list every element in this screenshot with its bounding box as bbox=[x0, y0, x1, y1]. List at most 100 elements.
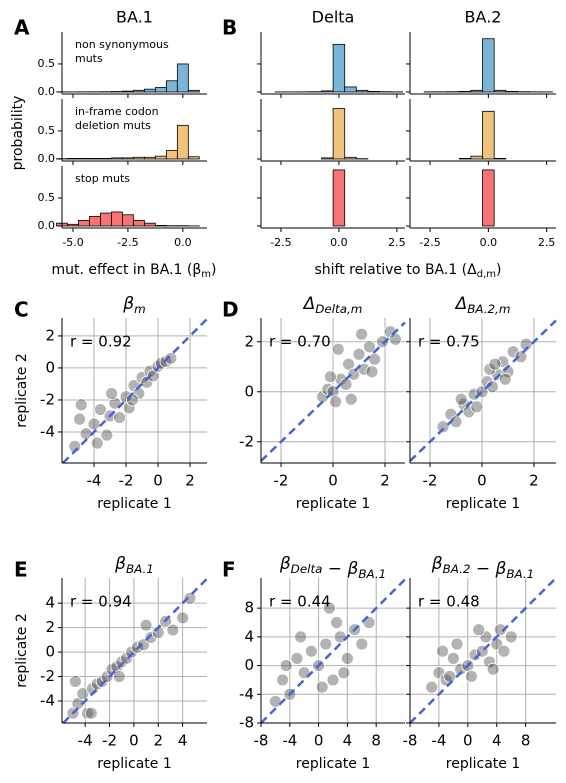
title-sub: BA.1 bbox=[126, 562, 154, 576]
annotation: non synonymous bbox=[75, 38, 169, 51]
y-tick-label: 0.5 bbox=[38, 57, 56, 70]
chart-title: BA.1 bbox=[116, 8, 153, 27]
title-text: β bbox=[114, 554, 126, 574]
x-tick-label: -4 bbox=[282, 732, 297, 750]
bar bbox=[78, 219, 90, 227]
title-sub: BA.1 bbox=[506, 567, 534, 581]
panel-letter: C bbox=[14, 298, 29, 322]
title-sub: Delta bbox=[291, 562, 323, 576]
point bbox=[329, 395, 342, 409]
point bbox=[342, 357, 355, 371]
x-tick-label: -2 bbox=[102, 732, 117, 750]
point bbox=[105, 387, 119, 400]
point bbox=[304, 644, 318, 658]
diagonal bbox=[409, 577, 557, 724]
bar bbox=[154, 225, 167, 227]
x-axis-label: replicate 1 bbox=[446, 756, 520, 772]
bar bbox=[321, 90, 334, 93]
point bbox=[368, 352, 381, 366]
x-tick-label: 8 bbox=[521, 732, 531, 750]
bar bbox=[154, 155, 167, 160]
point bbox=[436, 644, 449, 658]
point bbox=[362, 340, 376, 354]
x-tick-label: 0 bbox=[314, 732, 324, 750]
title-text: β bbox=[495, 559, 507, 579]
y-tick-label: -4 bbox=[239, 685, 254, 703]
y-tick-label: 0 bbox=[244, 656, 254, 674]
annotation: muts bbox=[75, 52, 103, 65]
bar bbox=[111, 157, 123, 160]
annotation: r = 0.75 bbox=[418, 333, 480, 351]
y-tick-label: 0.0 bbox=[38, 219, 56, 232]
bar bbox=[367, 91, 380, 93]
point bbox=[74, 398, 88, 412]
y-tick-label: 0.0 bbox=[38, 152, 56, 165]
y-tick-label: 0.5 bbox=[38, 191, 56, 204]
point bbox=[87, 417, 101, 431]
x-axis-label: mut. effect in BA.1 (βm) bbox=[52, 262, 217, 280]
y-tick-label: 0 bbox=[45, 643, 55, 661]
x-axis-label: replicate 1 bbox=[446, 496, 520, 512]
x-tick-label: -2.5 bbox=[117, 236, 138, 249]
bar bbox=[458, 158, 472, 160]
x-tick-label: -8 bbox=[254, 732, 269, 750]
point bbox=[315, 680, 329, 694]
point bbox=[164, 351, 178, 365]
bar bbox=[493, 158, 507, 160]
bar bbox=[187, 156, 200, 160]
x-tick-label: 2.5 bbox=[388, 236, 406, 249]
point bbox=[340, 651, 354, 665]
x-tick-label: 2 bbox=[153, 732, 163, 750]
bar bbox=[67, 158, 79, 160]
bar bbox=[176, 124, 189, 160]
panel-letter: A bbox=[14, 16, 30, 40]
point bbox=[443, 669, 457, 683]
y-tick-label: -4 bbox=[40, 691, 55, 709]
x-tick-label: -4 bbox=[431, 732, 446, 750]
bar bbox=[89, 216, 101, 227]
bar bbox=[321, 157, 334, 160]
chart-title: ΔDelta,m bbox=[302, 294, 363, 316]
point bbox=[454, 662, 467, 676]
point bbox=[465, 669, 478, 683]
x-tick-label: 0.0 bbox=[480, 236, 498, 249]
bar bbox=[143, 222, 156, 227]
diagonal bbox=[409, 319, 557, 462]
annotation: in-frame codon bbox=[75, 105, 159, 118]
point bbox=[337, 666, 351, 680]
point bbox=[113, 411, 127, 424]
point bbox=[483, 655, 496, 669]
title-text: β bbox=[279, 554, 291, 574]
title-text: − bbox=[470, 559, 495, 579]
point bbox=[183, 591, 197, 605]
chart-title: ΔBA.2,m bbox=[454, 294, 511, 316]
bar bbox=[176, 63, 189, 93]
point bbox=[355, 637, 369, 651]
chart-title: βBA.2 − βBA.1 bbox=[431, 554, 535, 581]
point bbox=[504, 630, 518, 644]
point bbox=[81, 706, 94, 720]
title-text: Δ bbox=[454, 294, 468, 314]
point bbox=[347, 367, 361, 381]
y-tick-label: 4 bbox=[244, 627, 254, 645]
bar bbox=[78, 158, 90, 160]
point bbox=[331, 342, 345, 356]
bar bbox=[344, 86, 357, 93]
x-tick-label: -2.5 bbox=[419, 236, 440, 249]
y-tick-label: 2 bbox=[45, 618, 55, 636]
annotation: r = 0.92 bbox=[70, 333, 132, 351]
point bbox=[375, 335, 389, 349]
x-tick-label: 4 bbox=[492, 732, 502, 750]
point bbox=[290, 651, 304, 665]
bar bbox=[332, 108, 346, 160]
bar bbox=[100, 158, 112, 160]
x-tick-label: 2 bbox=[380, 472, 390, 490]
chart-title: βDelta − βBA.1 bbox=[279, 554, 386, 581]
x-axis-label: shift relative to BA.1 (Δd,m) bbox=[315, 262, 502, 280]
bar bbox=[505, 91, 518, 93]
point bbox=[144, 631, 158, 644]
point bbox=[472, 623, 486, 637]
x-tick-label: -4 bbox=[78, 732, 93, 750]
y-tick-label: -2 bbox=[40, 667, 55, 685]
y-tick-label: 4 bbox=[45, 594, 55, 612]
